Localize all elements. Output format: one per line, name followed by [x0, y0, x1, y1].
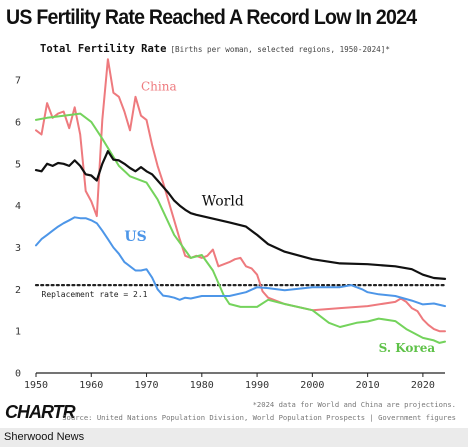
y-tick-label: 4	[15, 201, 21, 212]
line-chart: 0 1 2 3 4 5 6 7 1950 1960 1970 1980 1990 2000 2010 2020…	[15, 58, 447, 391]
series-line-s-korea	[35, 112, 446, 344]
chart-title: US Fertility Rate Reached A Record Low I…	[6, 6, 417, 29]
series-line-us	[35, 216, 446, 308]
series-lines	[34, 58, 447, 344]
publisher-bar: Sherwood News	[0, 428, 468, 447]
chart-subtitle: Total Fertility Rate	[40, 43, 167, 55]
chartr-logo: CHARTR	[5, 402, 76, 422]
x-tick-label: 1990	[245, 380, 269, 391]
publisher-name: Sherwood News	[4, 431, 85, 443]
series-label-us: US	[124, 229, 146, 245]
series-label-china: China	[141, 80, 177, 94]
y-tick-label: 2	[15, 285, 21, 296]
y-tick-label: 0	[15, 369, 21, 380]
series-label-s-korea: S. Korea	[379, 341, 436, 355]
y-tick-label: 7	[15, 76, 21, 87]
source-note: Source: United Nations Population Divisi…	[62, 413, 456, 422]
chart-axes: 0 1 2 3 4 5 6 7 1950 1960 1970 1980 1990 2000 2010 2020	[15, 76, 445, 391]
y-tick-label: 5	[15, 159, 21, 170]
x-tick-label: 2020	[411, 380, 435, 391]
x-tick-label: 1970	[134, 380, 158, 391]
subtitle-row: Total Fertility Rate [Births per woman, s…	[40, 37, 390, 56]
series-line-world	[34, 150, 447, 280]
x-tick-label: 2000	[300, 380, 324, 391]
series-labels: China World US S. Korea	[124, 80, 435, 356]
x-tick-label: 1980	[190, 380, 214, 391]
replacement-rate-group: Replacement rate = 2.1	[34, 284, 447, 299]
series-label-world: World	[202, 194, 244, 210]
x-tick-label: 2010	[356, 380, 380, 391]
chart-card: US Fertility Rate Reached A Record Low I…	[5, 6, 456, 422]
footnote: *2024 data for World and China are proje…	[252, 400, 456, 409]
y-tick-label: 3	[15, 243, 21, 254]
y-tick-label: 1	[15, 327, 21, 338]
x-tick-label: 1950	[24, 380, 48, 391]
x-tick-label: 1960	[79, 380, 103, 391]
chart-subtitle-detail: [Births per woman, selected regions, 195…	[170, 45, 390, 54]
y-tick-label: 6	[15, 117, 21, 128]
replacement-rate-label: Replacement rate = 2.1	[42, 290, 148, 299]
